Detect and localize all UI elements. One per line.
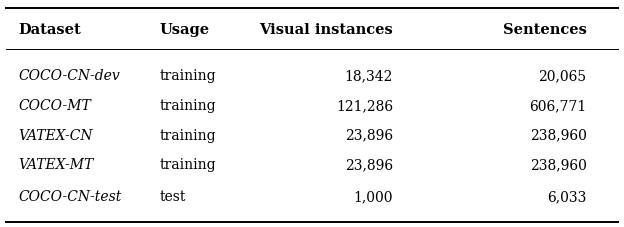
Text: Visual instances: Visual instances — [260, 22, 393, 37]
Text: test: test — [159, 189, 185, 203]
Text: VATEX-MT: VATEX-MT — [19, 158, 94, 172]
Text: 606,771: 606,771 — [529, 99, 587, 113]
Text: VATEX-CN: VATEX-CN — [19, 128, 93, 142]
Text: training: training — [159, 69, 216, 83]
Text: 18,342: 18,342 — [344, 69, 393, 83]
Text: 238,960: 238,960 — [530, 128, 587, 142]
Text: training: training — [159, 128, 216, 142]
Text: training: training — [159, 99, 216, 113]
Text: 121,286: 121,286 — [336, 99, 393, 113]
Text: 23,896: 23,896 — [345, 158, 393, 172]
Text: COCO-CN-dev: COCO-CN-dev — [19, 69, 120, 83]
Text: COCO-MT: COCO-MT — [19, 99, 92, 113]
Text: 20,065: 20,065 — [539, 69, 587, 83]
Text: Sentences: Sentences — [503, 22, 587, 37]
Text: Usage: Usage — [159, 22, 209, 37]
Text: 1,000: 1,000 — [354, 189, 393, 203]
Text: COCO-CN-test: COCO-CN-test — [19, 189, 122, 203]
Text: Dataset: Dataset — [19, 22, 82, 37]
Text: training: training — [159, 158, 216, 172]
Text: 23,896: 23,896 — [345, 128, 393, 142]
Text: 6,033: 6,033 — [547, 189, 587, 203]
Text: 238,960: 238,960 — [530, 158, 587, 172]
